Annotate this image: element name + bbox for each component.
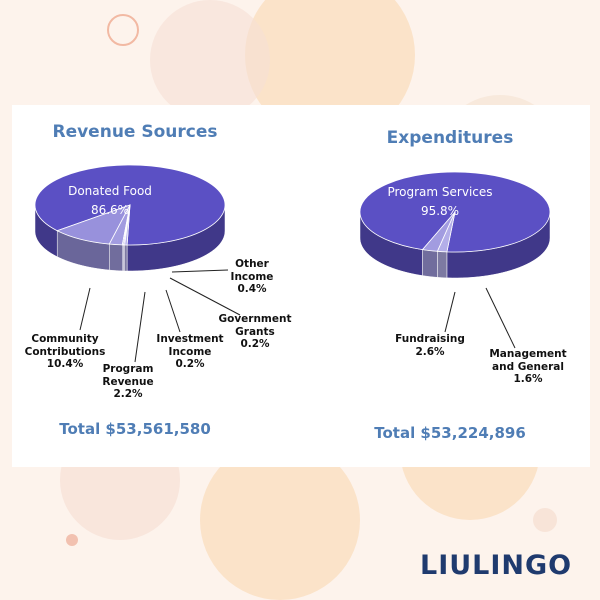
category-label: Program Revenue — [102, 363, 154, 388]
slice-side — [437, 251, 448, 279]
value-label: 0.4% — [237, 283, 267, 296]
category-label: Program Services — [387, 185, 493, 199]
category-label: Management and General — [489, 348, 567, 373]
decor — [150, 0, 270, 120]
leader-line — [485, 287, 516, 349]
slice-label: Government Grants 0.2% — [215, 313, 295, 351]
decor — [107, 14, 139, 46]
slice-label: Community Contributions 10.4% — [15, 333, 115, 371]
category-label: Community Contributions — [24, 333, 106, 358]
slice-label: Program Revenue 2.2% — [93, 363, 163, 401]
slice-label: Management and General 1.6% — [478, 348, 578, 386]
category-label: Government Grants — [218, 313, 292, 338]
category-label: Fundraising — [395, 333, 465, 345]
leader-line — [169, 277, 241, 316]
decor — [533, 508, 557, 532]
leader-line — [444, 291, 456, 333]
chart-title: Expenditures — [386, 128, 514, 148]
value-label: 10.4% — [46, 358, 84, 371]
pie-slice — [124, 204, 131, 246]
total-label: Total $53,561,580 — [59, 420, 211, 438]
leader-line — [79, 287, 91, 331]
decor — [200, 440, 360, 600]
value-label: 86.6% — [90, 203, 130, 218]
panel — [12, 105, 590, 467]
category-label: Donated Food — [68, 184, 152, 198]
leader-line — [171, 269, 229, 273]
total-label: Total $53,224,896 — [374, 424, 526, 442]
leader-line — [134, 291, 146, 363]
slice-side — [422, 249, 438, 278]
slice-label: Donated Food 86.6% — [50, 182, 170, 220]
chart-title: Revenue Sources — [52, 122, 218, 142]
value-label: 2.2% — [113, 388, 143, 401]
brand-logo: LIULINGO — [420, 550, 573, 581]
leader-line — [165, 289, 181, 333]
slice-label: Other Income 0.4% — [222, 258, 282, 296]
decor — [66, 534, 78, 546]
value-label: 0.2% — [175, 358, 205, 371]
slice-side — [109, 243, 123, 272]
pie-slice — [436, 211, 456, 253]
slice-label: Program Services 95.8% — [370, 183, 510, 221]
slice-label: Investment Income 0.2% — [150, 333, 230, 371]
value-label: 1.6% — [513, 373, 543, 386]
value-label: 0.2% — [240, 338, 270, 351]
category-label: Investment Income — [156, 333, 224, 358]
value-label: 2.6% — [415, 345, 445, 358]
value-label: 95.8% — [420, 204, 460, 219]
slice-side — [124, 244, 128, 272]
decor — [245, 0, 415, 140]
slice-label: Fundraising 2.6% — [385, 333, 475, 358]
category-label: Other Income — [230, 258, 274, 283]
